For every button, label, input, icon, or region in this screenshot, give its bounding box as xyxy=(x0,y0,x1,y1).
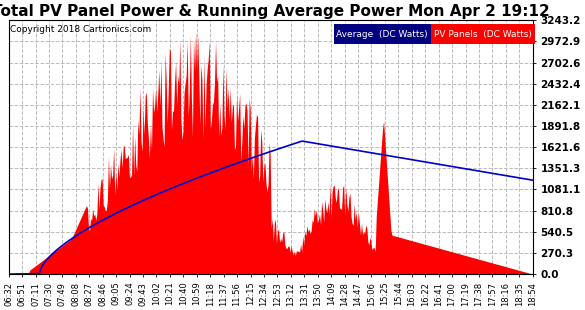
FancyBboxPatch shape xyxy=(333,24,431,44)
FancyBboxPatch shape xyxy=(431,24,535,44)
Text: Average  (DC Watts): Average (DC Watts) xyxy=(336,30,428,39)
Text: PV Panels  (DC Watts): PV Panels (DC Watts) xyxy=(434,30,532,39)
Title: Total PV Panel Power & Running Average Power Mon Apr 2 19:12: Total PV Panel Power & Running Average P… xyxy=(0,4,549,19)
Text: Copyright 2018 Cartronics.com: Copyright 2018 Cartronics.com xyxy=(10,25,151,34)
